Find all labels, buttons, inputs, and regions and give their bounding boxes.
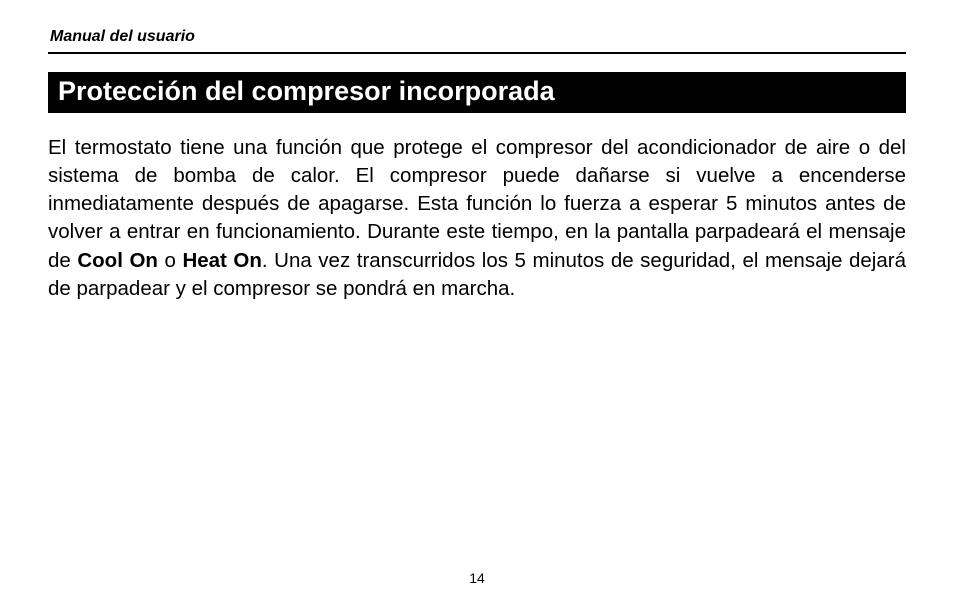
section-body: El termostato tiene una función que prot… [48,134,906,304]
section-title: Protección del compresor incorporada [58,76,896,107]
body-text-mid1: o [158,249,183,272]
section-title-bar: Protección del compresor incorporada [48,72,906,113]
header-rule [48,52,906,54]
manual-page: Manual del usuario Protección del compre… [0,0,954,608]
header-label: Manual del usuario [50,28,906,46]
body-bold-heat-on: Heat On [182,249,261,272]
body-bold-cool-on: Cool On [77,249,158,272]
page-number: 14 [0,570,954,586]
